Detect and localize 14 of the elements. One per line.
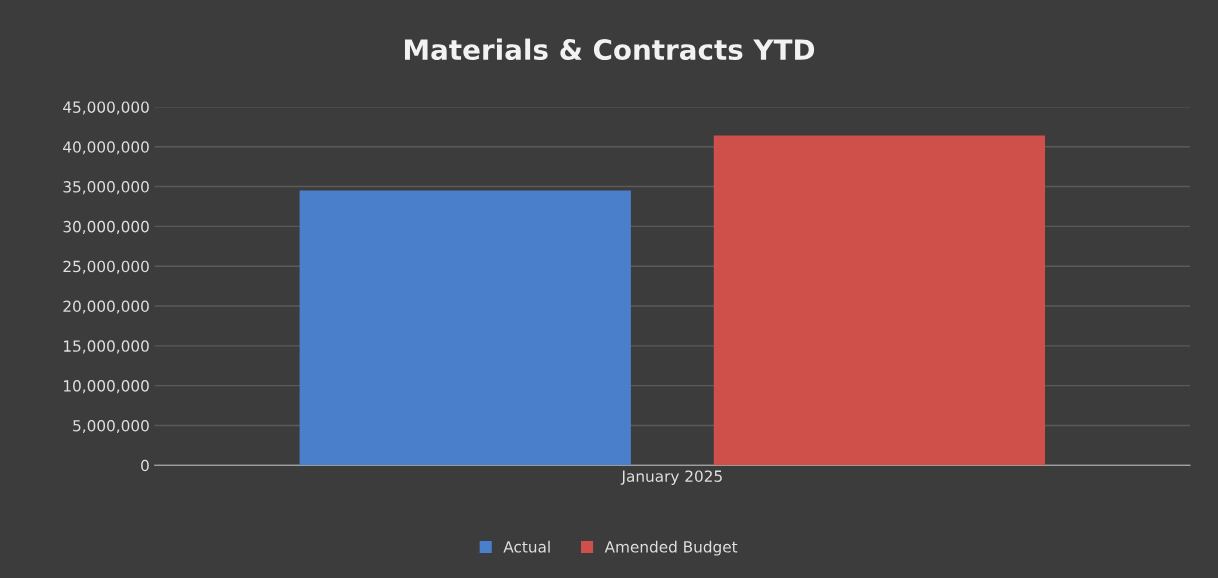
y-tick-label: 25,000,000 — [63, 260, 149, 274]
legend-label: Actual — [503, 540, 550, 553]
y-tick-label: 40,000,000 — [63, 141, 149, 155]
y-tick-label: 35,000,000 — [63, 181, 149, 195]
chart-title: Materials & Contracts YTD — [404, 38, 815, 61]
y-tick-label: 15,000,000 — [64, 340, 149, 354]
y-tick-label: 0 — [141, 459, 149, 472]
y-tick-label: 10,000,000 — [64, 380, 149, 394]
legend-label: Amended Budget — [604, 540, 738, 556]
y-tick-label: 5,000,000 — [73, 419, 149, 434]
y-tick-label: 30,000,000 — [63, 220, 149, 234]
x-tick-label: January 2025 — [620, 470, 722, 485]
y-tick-label: 20,000,000 — [63, 300, 149, 314]
y-tick-label: 45,000,000 — [63, 101, 149, 115]
